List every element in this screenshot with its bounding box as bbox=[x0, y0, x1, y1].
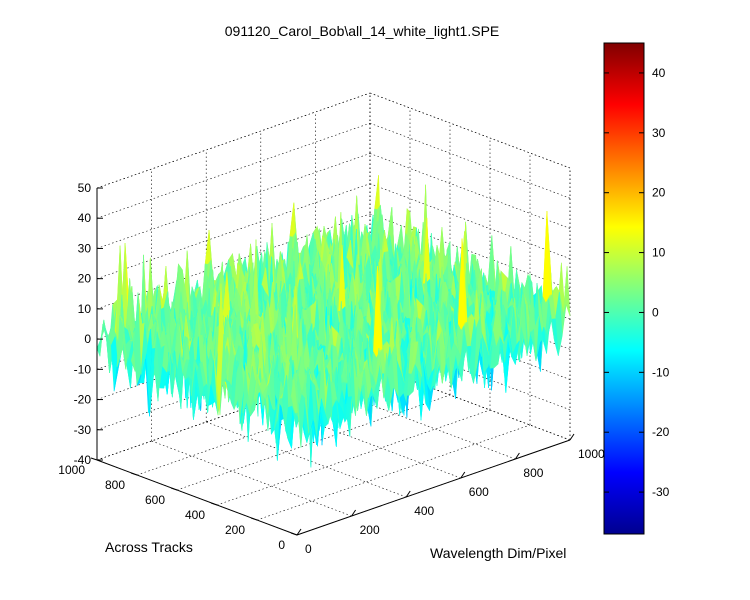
grid-line bbox=[256, 424, 531, 521]
x-axis-line bbox=[296, 439, 571, 536]
y-tick-label: 0 bbox=[278, 538, 285, 552]
grid-line bbox=[216, 409, 491, 506]
surface-facet bbox=[562, 266, 571, 317]
grid-line bbox=[96, 153, 371, 249]
grid-line bbox=[96, 183, 371, 279]
z-tick-label: 30 bbox=[78, 241, 92, 255]
surface-plot bbox=[96, 175, 571, 468]
y-axis-line bbox=[96, 459, 298, 536]
x-tick-mark bbox=[460, 471, 466, 479]
x-tick-mark bbox=[514, 452, 520, 460]
x-tick-label: 1000 bbox=[578, 447, 605, 461]
surface-facet bbox=[542, 211, 551, 304]
x-tick-label: 400 bbox=[414, 504, 434, 518]
grid-line bbox=[369, 153, 571, 229]
z-tick-label: -10 bbox=[74, 362, 92, 376]
grid-line bbox=[151, 440, 352, 517]
y-tick-mark bbox=[250, 517, 258, 521]
x-tick-mark bbox=[351, 509, 357, 517]
chart-title: 091120_Carol_Bob\all_14_white_light1.SPE bbox=[225, 23, 500, 39]
x-tick-mark bbox=[569, 433, 575, 441]
z-tick-label: 20 bbox=[78, 272, 92, 286]
x-tick-label: 800 bbox=[523, 466, 543, 480]
y-tick-label: 400 bbox=[185, 508, 205, 522]
y-tick-mark bbox=[210, 502, 218, 506]
z-tick-label: 0 bbox=[84, 332, 91, 346]
x-tick-mark bbox=[405, 490, 411, 498]
z-tick-label: -40 bbox=[74, 453, 92, 467]
z-tick-label: 10 bbox=[78, 302, 92, 316]
x-tick-label: 600 bbox=[469, 485, 489, 499]
axes-layer: -40 -30 -20 -10 0 10 20 30 40 50 0 200 400 600 800 1000… bbox=[58, 181, 605, 556]
y-tick-label: 600 bbox=[145, 493, 165, 507]
z-tick-label: -30 bbox=[74, 423, 92, 437]
x-tick-label: 200 bbox=[360, 523, 380, 537]
y-tick-label: 200 bbox=[225, 523, 245, 537]
grid-line bbox=[96, 122, 371, 219]
z-tick-label: 40 bbox=[78, 211, 92, 225]
y-tick-mark bbox=[290, 532, 298, 536]
surface-facet bbox=[293, 374, 302, 448]
grid-line bbox=[369, 122, 571, 199]
y-tick-mark bbox=[170, 487, 178, 491]
x-tick-label: 0 bbox=[305, 542, 312, 556]
z-tick-label: 50 bbox=[78, 181, 92, 195]
z-tick-label: -20 bbox=[74, 393, 92, 407]
x-tick-mark bbox=[296, 528, 302, 536]
grid-line bbox=[96, 92, 371, 189]
y-tick-mark bbox=[130, 472, 138, 476]
